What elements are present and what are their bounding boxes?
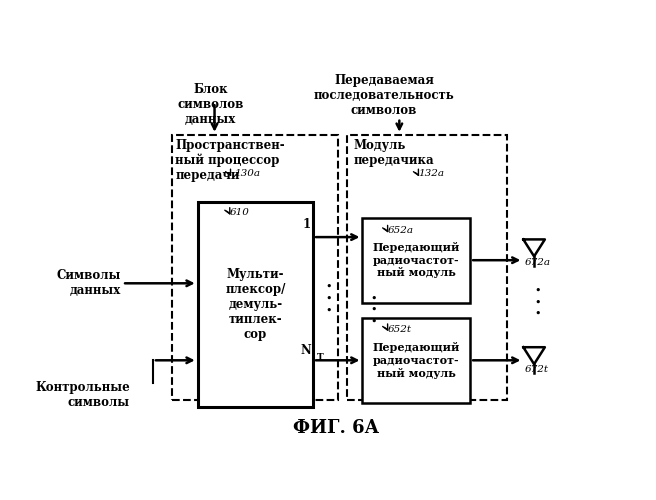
Bar <box>347 134 507 400</box>
Text: 672t: 672t <box>525 365 549 374</box>
Bar <box>362 218 470 302</box>
Text: 610: 610 <box>230 208 250 217</box>
Text: ФИГ. 6А: ФИГ. 6А <box>293 419 379 437</box>
Text: Модуль
передачика: Модуль передачика <box>353 138 434 166</box>
Bar <box>197 202 313 406</box>
Text: Блок
символов
данных: Блок символов данных <box>178 83 244 126</box>
Text: Передающий
радиочастот-
ный модуль: Передающий радиочастот- ный модуль <box>373 242 460 279</box>
Text: 130a: 130a <box>234 170 260 178</box>
Polygon shape <box>523 347 545 364</box>
Bar <box>362 318 470 402</box>
Text: N: N <box>300 344 311 357</box>
Text: Передаваемая
последовательность
символов: Передаваемая последовательность символов <box>314 74 455 117</box>
Text: 672a: 672a <box>525 258 551 267</box>
Text: Пространствен-
ный процессор
передачи: Пространствен- ный процессор передачи <box>175 138 285 182</box>
Text: 132a: 132a <box>419 170 445 178</box>
Text: •
•
•: • • • <box>535 286 541 319</box>
Polygon shape <box>523 240 545 256</box>
Text: •
•
•: • • • <box>325 282 332 316</box>
Text: Передающий
радиочастот-
ный модуль: Передающий радиочастот- ный модуль <box>373 342 460 378</box>
Text: Символы
данных: Символы данных <box>56 270 121 297</box>
Text: Мульти-
плексор/
демуль-
типлек-
сор: Мульти- плексор/ демуль- типлек- сор <box>225 268 285 340</box>
Text: T: T <box>317 353 323 362</box>
Text: Контрольные
символы: Контрольные символы <box>35 381 130 409</box>
Bar <box>172 134 338 400</box>
Text: •
•
•: • • • <box>371 294 377 327</box>
Text: 1: 1 <box>302 218 311 231</box>
Text: 652a: 652a <box>388 226 414 235</box>
Text: 652t: 652t <box>388 325 412 334</box>
